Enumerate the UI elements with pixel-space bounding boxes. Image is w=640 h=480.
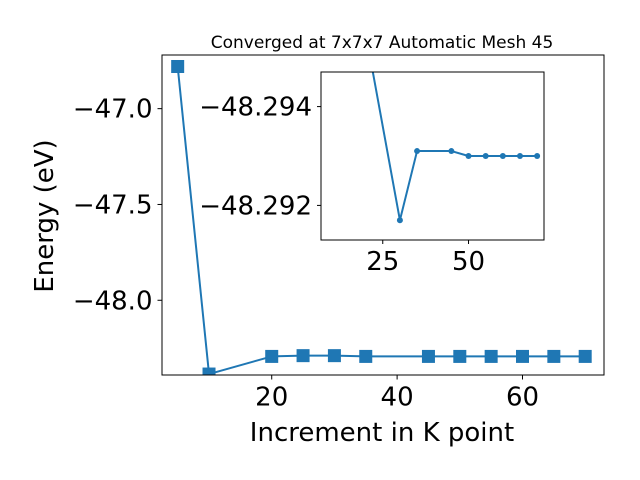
main-y-tick-label: −48.0 — [73, 286, 153, 316]
inset-x-tick-label: 50 — [452, 247, 485, 277]
main-y-tick-label: −47.0 — [73, 95, 153, 125]
main-y-tick-label: −47.5 — [73, 190, 153, 220]
main-plot-area: 20 40 60 −47.0 −47.5 −48.0 — [73, 54, 605, 413]
main-data-point — [327, 349, 341, 363]
inset-data-point — [482, 153, 489, 159]
main-data-point — [171, 59, 185, 73]
main-x-tick-label: 40 — [381, 383, 414, 413]
main-data-point — [359, 349, 373, 363]
main-data-point — [515, 349, 529, 363]
main-data-point — [578, 349, 592, 363]
inset-data-point — [534, 153, 541, 159]
main-series-group — [171, 59, 592, 375]
inset-data-point — [465, 153, 472, 159]
inset-data-point — [499, 153, 506, 159]
main-data-point — [453, 349, 467, 363]
inset-data-point — [448, 148, 455, 155]
main-data-point — [421, 349, 435, 363]
main-data-point — [484, 349, 498, 363]
y-axis-label: Energy (eV) — [30, 139, 60, 292]
x-axis-label: Increment in K point — [250, 418, 514, 448]
main-data-point — [296, 349, 310, 363]
inset-axes-frame — [320, 71, 545, 241]
inset-x-tick-label: 25 — [366, 247, 399, 277]
inset-data-point — [414, 148, 421, 155]
main-data-point — [547, 349, 561, 363]
main-data-point — [202, 367, 216, 375]
main-x-tick-label: 60 — [506, 383, 539, 413]
main-axes-frame — [161, 54, 605, 376]
main-data-point — [265, 349, 279, 363]
inset-y-tick-label: −48.294 — [199, 93, 312, 123]
inset-series-group — [371, 72, 541, 224]
chart-title: Converged at 7x7x7 Automatic Mesh 45 — [211, 33, 554, 53]
main-x-tick-label: 20 — [255, 383, 288, 413]
inset-data-point — [516, 153, 523, 159]
inset-plot-area: 25 50 −48.294 −48.292 — [199, 71, 545, 277]
inset-data-point — [396, 217, 403, 224]
inset-y-tick-label: −48.292 — [199, 191, 312, 221]
